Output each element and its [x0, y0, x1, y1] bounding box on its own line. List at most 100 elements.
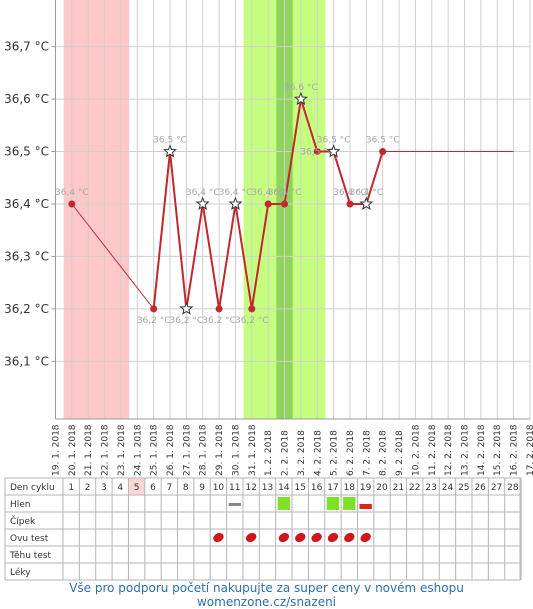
cycle-day-number: 17	[327, 483, 338, 493]
x-tick-label: 11. 2. 2018	[428, 424, 438, 476]
hlen-marker-green	[278, 497, 290, 510]
data-label: 36,2 °C	[202, 316, 236, 326]
cycle-day-number: 16	[311, 483, 323, 493]
x-tick-label: 2. 2. 2018	[281, 430, 291, 476]
data-label: 36,2 °C	[170, 316, 204, 326]
x-tick-label: 5. 2. 2018	[330, 430, 340, 476]
x-tick-label: 24. 1. 2018	[133, 424, 143, 476]
cycle-day-number: 20	[376, 483, 388, 493]
x-tick-label: 22. 1. 2018	[101, 424, 111, 476]
table-row-label: Den cyklu	[10, 483, 55, 493]
phase-bands	[64, 0, 326, 419]
y-tick-label: 36,6 °C	[4, 92, 49, 106]
data-label: 36,5 °C	[153, 136, 187, 146]
data-label: 36,2 °C	[137, 316, 171, 326]
x-tick-label: 30. 1. 2018	[231, 424, 241, 476]
cycle-day-number: 11	[229, 483, 240, 493]
y-tick-label: 36,2 °C	[4, 302, 49, 316]
y-tick-label: 36,3 °C	[4, 249, 49, 263]
series-segment	[154, 152, 170, 309]
x-tick-label: 1. 2. 2018	[264, 430, 274, 476]
cycle-day-number: 4	[117, 483, 123, 493]
table-row-label: Ovu test	[10, 534, 49, 544]
data-point	[248, 305, 255, 312]
data-point	[68, 200, 75, 207]
table-row-label: Těhu test	[9, 551, 52, 561]
y-tick-label: 36,5 °C	[4, 145, 49, 159]
cycle-table: Den cyklu Hlen Čípek Ovu test Těhu test Léky 1…	[5, 478, 521, 580]
data-label: 36,4 °C	[349, 188, 383, 198]
data-point	[150, 305, 157, 312]
x-tick-label: 15. 2. 2018	[493, 424, 503, 476]
cycle-day-number: 18	[344, 483, 356, 493]
x-tick-label: 13. 2. 2018	[461, 424, 471, 476]
x-tick-label: 27. 1. 2018	[182, 424, 192, 476]
data-point-star	[164, 146, 175, 157]
cycle-day-number: 9	[199, 483, 205, 493]
x-tick-label: 26. 1. 2018	[166, 424, 176, 476]
data-label: 36,4 °C	[219, 188, 253, 198]
x-tick-label: 12. 2. 2018	[444, 424, 454, 476]
x-tick-label: 31. 1. 2018	[248, 424, 258, 476]
cycle-day-number: 7	[166, 483, 172, 493]
x-tick-label: 29. 1. 2018	[215, 424, 225, 476]
hlen-marker-green	[327, 497, 339, 510]
cycle-day-number: 2	[85, 483, 91, 493]
cycle-day-number: 6	[150, 483, 156, 493]
cycle-day-number: 23	[425, 483, 436, 493]
data-point	[265, 200, 272, 207]
x-tick-label: 28. 1. 2018	[199, 424, 209, 476]
cycle-day-number: 26	[474, 483, 486, 493]
data-label: 36,6 °C	[284, 83, 318, 93]
x-tick-label: 4. 2. 2018	[313, 430, 323, 476]
table-row-label: Hlen	[10, 500, 31, 510]
table-row-label: Čípek	[10, 515, 36, 527]
data-label: 36,5 °C	[317, 136, 351, 146]
x-tick-label: 16. 2. 2018	[510, 424, 520, 476]
data-point	[379, 148, 386, 155]
data-label: 36,4 °C	[186, 188, 220, 198]
hlen-marker-green	[343, 497, 355, 510]
cycle-day-number: 13	[262, 483, 273, 493]
series-segment	[170, 152, 186, 309]
cycle-day-number: 21	[393, 483, 404, 493]
shop-link[interactable]: Vše pro podporu početí nakupujte za supe…	[0, 581, 533, 609]
x-tick-label: 17. 2. 2018	[526, 424, 533, 476]
y-tick-label: 36,1 °C	[4, 354, 49, 368]
x-tick-label: 10. 2. 2018	[411, 424, 421, 476]
cycle-day-number: 14	[278, 483, 290, 493]
data-point	[281, 200, 288, 207]
cycle-day-number: 15	[294, 483, 305, 493]
cycle-day-number: 27	[491, 483, 502, 493]
data-point-star	[181, 303, 192, 314]
x-tick-label: 3. 2. 2018	[297, 430, 307, 476]
data-label: 36,4 °C	[268, 188, 302, 198]
x-tick-label: 8. 2. 2018	[379, 430, 389, 476]
data-label: 36,4 °C	[55, 188, 89, 198]
cycle-day-number: 22	[409, 483, 420, 493]
x-tick-label: 25. 1. 2018	[150, 424, 160, 476]
phase-band-0	[64, 0, 129, 419]
cycle-day-number: 25	[458, 483, 469, 493]
data-point	[346, 200, 353, 207]
y-tick-label: 36,4 °C	[4, 197, 49, 211]
data-point	[216, 305, 223, 312]
table-row-label: Léky	[10, 567, 31, 578]
data-label: 36,5 °C	[366, 136, 400, 146]
y-axis: 36,1 °C 36,2 °C 36,3 °C 36,4 °C 36,5 °C 36,6 …	[4, 40, 55, 369]
x-tick-label: 21. 1. 2018	[84, 424, 94, 476]
x-tick-label: 20. 1. 2018	[68, 424, 78, 476]
cycle-day-number: 28	[507, 483, 519, 493]
x-tick-label: 6. 2. 2018	[346, 430, 356, 476]
cycle-day-number: 19	[360, 483, 372, 493]
y-tick-label: 36,7 °C	[4, 40, 49, 54]
x-tick-label: 23. 1. 2018	[117, 424, 127, 476]
x-axis: 19. 1. 2018 20. 1. 2018 21. 1. 2018 22. 1. …	[52, 424, 533, 476]
x-tick-label: 19. 1. 2018	[52, 424, 62, 476]
x-tick-label: 7. 2. 2018	[362, 430, 372, 476]
hlen-marker-red	[359, 504, 371, 509]
cycle-day-number: 10	[213, 483, 225, 493]
cycle-day-number: 3	[101, 483, 107, 493]
cycle-day-number: 24	[442, 483, 454, 493]
cycle-day-number: 5	[134, 483, 140, 493]
